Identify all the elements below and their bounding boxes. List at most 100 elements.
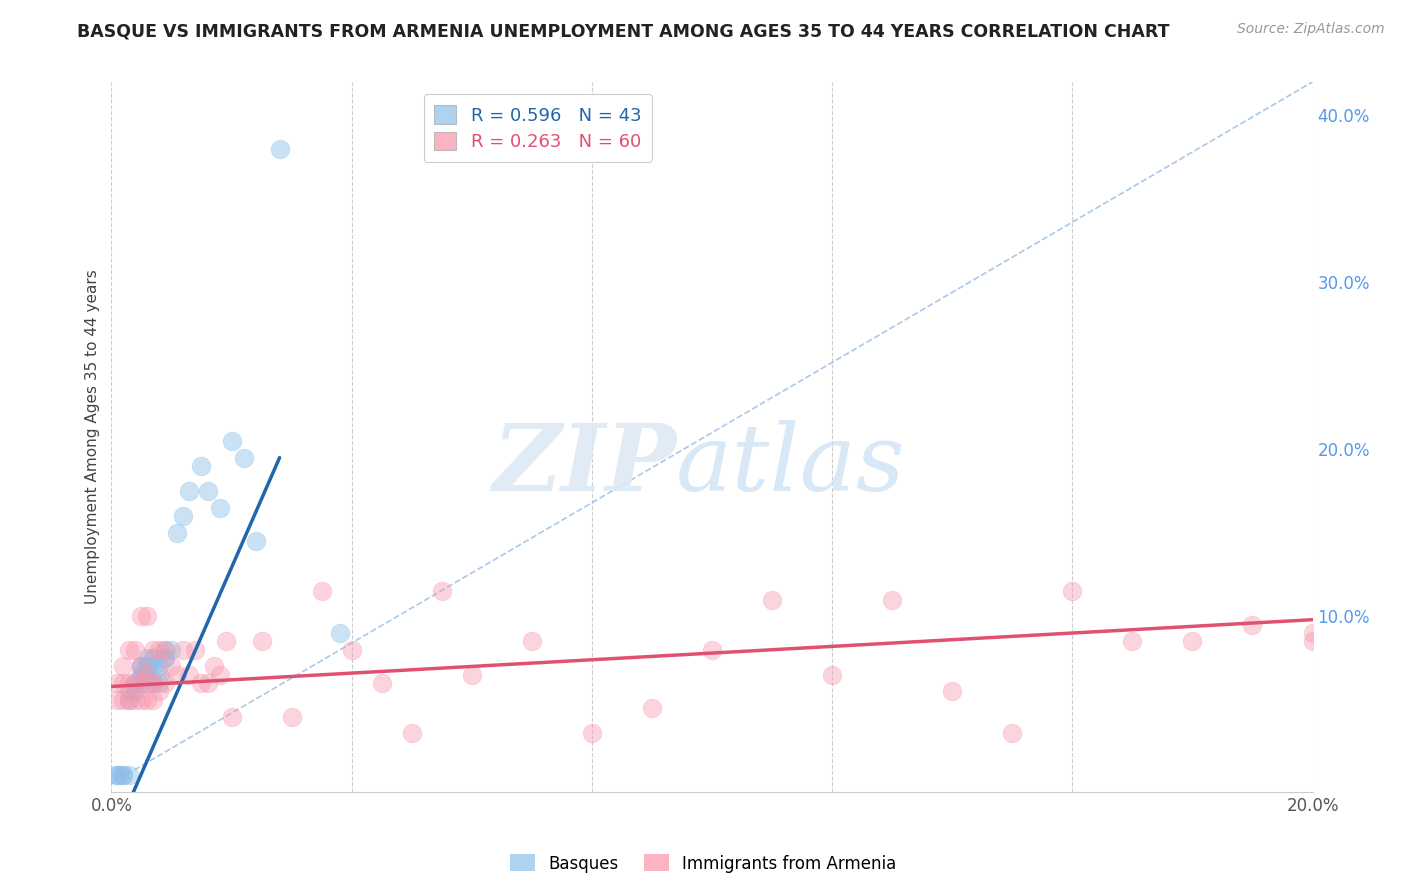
- Point: [118, 684, 141, 698]
- Point: [761, 592, 783, 607]
- Point: [131, 659, 153, 673]
- Point: [136, 659, 159, 673]
- Point: [160, 642, 183, 657]
- Point: [1121, 634, 1143, 648]
- Legend: Basques, Immigrants from Armenia: Basques, Immigrants from Armenia: [503, 847, 903, 880]
- Point: [520, 634, 543, 648]
- Point: [107, 693, 129, 707]
- Point: [124, 676, 146, 690]
- Point: [148, 659, 170, 673]
- Point: [131, 659, 153, 673]
- Point: [131, 659, 153, 673]
- Point: [142, 651, 165, 665]
- Point: [1001, 726, 1024, 740]
- Point: [221, 709, 243, 723]
- Point: [155, 642, 177, 657]
- Point: [148, 667, 170, 681]
- Point: [112, 659, 135, 673]
- Point: [197, 484, 219, 499]
- Point: [155, 676, 177, 690]
- Legend: R = 0.596   N = 43, R = 0.263   N = 60: R = 0.596 N = 43, R = 0.263 N = 60: [423, 95, 652, 162]
- Point: [401, 726, 423, 740]
- Text: Source: ZipAtlas.com: Source: ZipAtlas.com: [1237, 22, 1385, 37]
- Point: [155, 651, 177, 665]
- Point: [112, 693, 135, 707]
- Point: [142, 642, 165, 657]
- Point: [112, 768, 135, 782]
- Point: [148, 642, 170, 657]
- Point: [641, 701, 664, 715]
- Point: [166, 525, 188, 540]
- Point: [882, 592, 904, 607]
- Point: [131, 609, 153, 624]
- Point: [142, 659, 165, 673]
- Point: [136, 609, 159, 624]
- Point: [329, 626, 352, 640]
- Point: [280, 709, 302, 723]
- Point: [131, 693, 153, 707]
- Point: [1302, 634, 1324, 648]
- Point: [250, 634, 273, 648]
- Point: [700, 642, 723, 657]
- Point: [110, 768, 132, 782]
- Point: [136, 667, 159, 681]
- Point: [197, 676, 219, 690]
- Point: [190, 676, 212, 690]
- Point: [202, 659, 225, 673]
- Point: [461, 667, 484, 681]
- Point: [107, 768, 129, 782]
- Point: [172, 642, 194, 657]
- Point: [131, 676, 153, 690]
- Point: [131, 667, 153, 681]
- Point: [148, 676, 170, 690]
- Point: [184, 642, 207, 657]
- Point: [232, 450, 254, 465]
- Point: [1302, 626, 1324, 640]
- Point: [118, 693, 141, 707]
- Point: [166, 667, 188, 681]
- Point: [142, 676, 165, 690]
- Point: [581, 726, 603, 740]
- Point: [179, 484, 201, 499]
- Point: [172, 509, 194, 524]
- Point: [311, 584, 333, 599]
- Point: [136, 667, 159, 681]
- Point: [208, 667, 231, 681]
- Point: [340, 642, 363, 657]
- Point: [136, 659, 159, 673]
- Point: [107, 676, 129, 690]
- Point: [142, 676, 165, 690]
- Point: [221, 434, 243, 448]
- Point: [112, 768, 135, 782]
- Point: [136, 693, 159, 707]
- Point: [136, 676, 159, 690]
- Point: [370, 676, 392, 690]
- Point: [269, 142, 291, 156]
- Point: [155, 651, 177, 665]
- Point: [214, 634, 236, 648]
- Point: [142, 693, 165, 707]
- Point: [124, 676, 146, 690]
- Point: [118, 642, 141, 657]
- Y-axis label: Unemployment Among Ages 35 to 44 years: Unemployment Among Ages 35 to 44 years: [86, 269, 100, 604]
- Point: [118, 768, 141, 782]
- Point: [105, 768, 128, 782]
- Text: ZIP: ZIP: [492, 420, 676, 510]
- Point: [941, 684, 963, 698]
- Point: [190, 458, 212, 473]
- Point: [118, 693, 141, 707]
- Point: [208, 500, 231, 515]
- Point: [1241, 617, 1264, 632]
- Point: [124, 684, 146, 698]
- Point: [136, 659, 159, 673]
- Point: [136, 651, 159, 665]
- Point: [131, 667, 153, 681]
- Point: [245, 534, 267, 549]
- Point: [160, 659, 183, 673]
- Point: [112, 676, 135, 690]
- Point: [821, 667, 844, 681]
- Point: [142, 651, 165, 665]
- Point: [148, 684, 170, 698]
- Text: atlas: atlas: [676, 420, 905, 510]
- Point: [430, 584, 453, 599]
